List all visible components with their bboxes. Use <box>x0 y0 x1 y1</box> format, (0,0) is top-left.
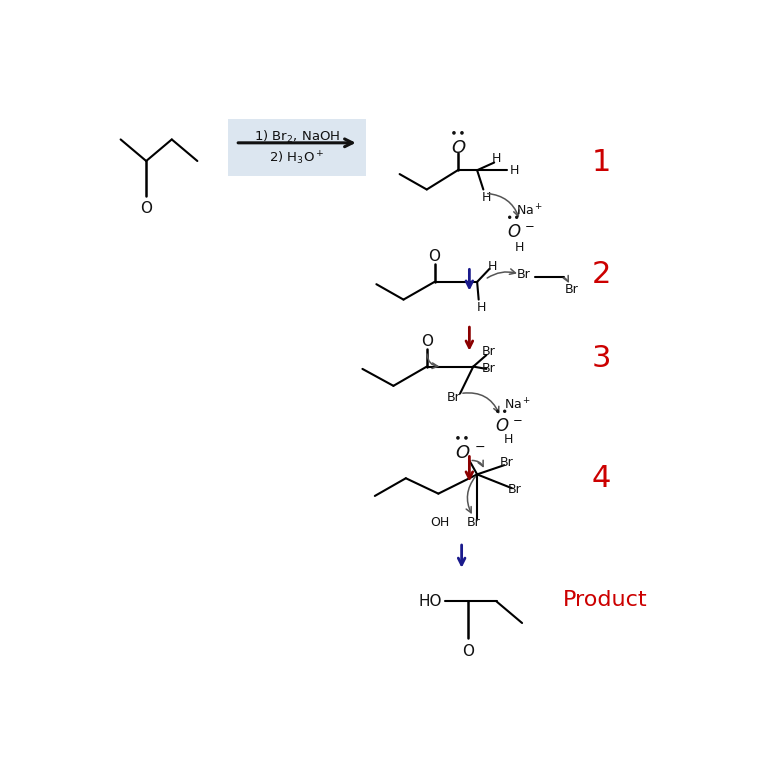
Text: O: O <box>462 644 474 659</box>
Text: H: H <box>503 434 513 446</box>
Text: Br: Br <box>499 456 513 469</box>
Text: 2) H$_3$O$^+$: 2) H$_3$O$^+$ <box>270 150 325 167</box>
Text: Product: Product <box>563 590 647 610</box>
Text: $\overset{\bullet\!\bullet}{O}^-$: $\overset{\bullet\!\bullet}{O}^-$ <box>505 217 535 242</box>
Text: H: H <box>476 301 485 314</box>
Text: O: O <box>140 201 152 216</box>
Text: Br: Br <box>482 345 495 357</box>
Text: $\overset{\bullet\!\bullet}{O}$: $\overset{\bullet\!\bullet}{O}$ <box>449 131 467 159</box>
Text: Br: Br <box>482 362 495 375</box>
Text: Br: Br <box>565 283 579 296</box>
Text: Br: Br <box>516 268 530 280</box>
Text: 1) Br$_2$, NaOH: 1) Br$_2$, NaOH <box>254 129 340 145</box>
Text: Br: Br <box>447 391 460 404</box>
Text: Br: Br <box>467 516 480 528</box>
Text: H: H <box>492 152 501 166</box>
Text: 2: 2 <box>592 260 612 289</box>
Text: Na$^+$: Na$^+$ <box>504 398 531 413</box>
Text: $\overset{\bullet\!\bullet}{O}^-$: $\overset{\bullet\!\bullet}{O}^-$ <box>493 410 523 436</box>
Text: OH: OH <box>430 516 449 528</box>
Text: Br: Br <box>507 483 521 497</box>
Text: H: H <box>515 241 524 254</box>
Text: H: H <box>481 190 491 204</box>
Text: O: O <box>421 333 433 349</box>
Text: 4: 4 <box>592 464 612 493</box>
Text: O: O <box>428 249 440 264</box>
Text: 3: 3 <box>592 344 612 374</box>
Text: H: H <box>509 164 519 176</box>
Text: 1: 1 <box>592 148 612 177</box>
Text: $\overset{\bullet\!\bullet}{O}^-$: $\overset{\bullet\!\bullet}{O}^-$ <box>453 437 485 463</box>
FancyBboxPatch shape <box>227 119 366 176</box>
Text: HO: HO <box>419 594 442 609</box>
Text: Na$^+$: Na$^+$ <box>516 204 544 218</box>
Text: H: H <box>488 260 497 273</box>
